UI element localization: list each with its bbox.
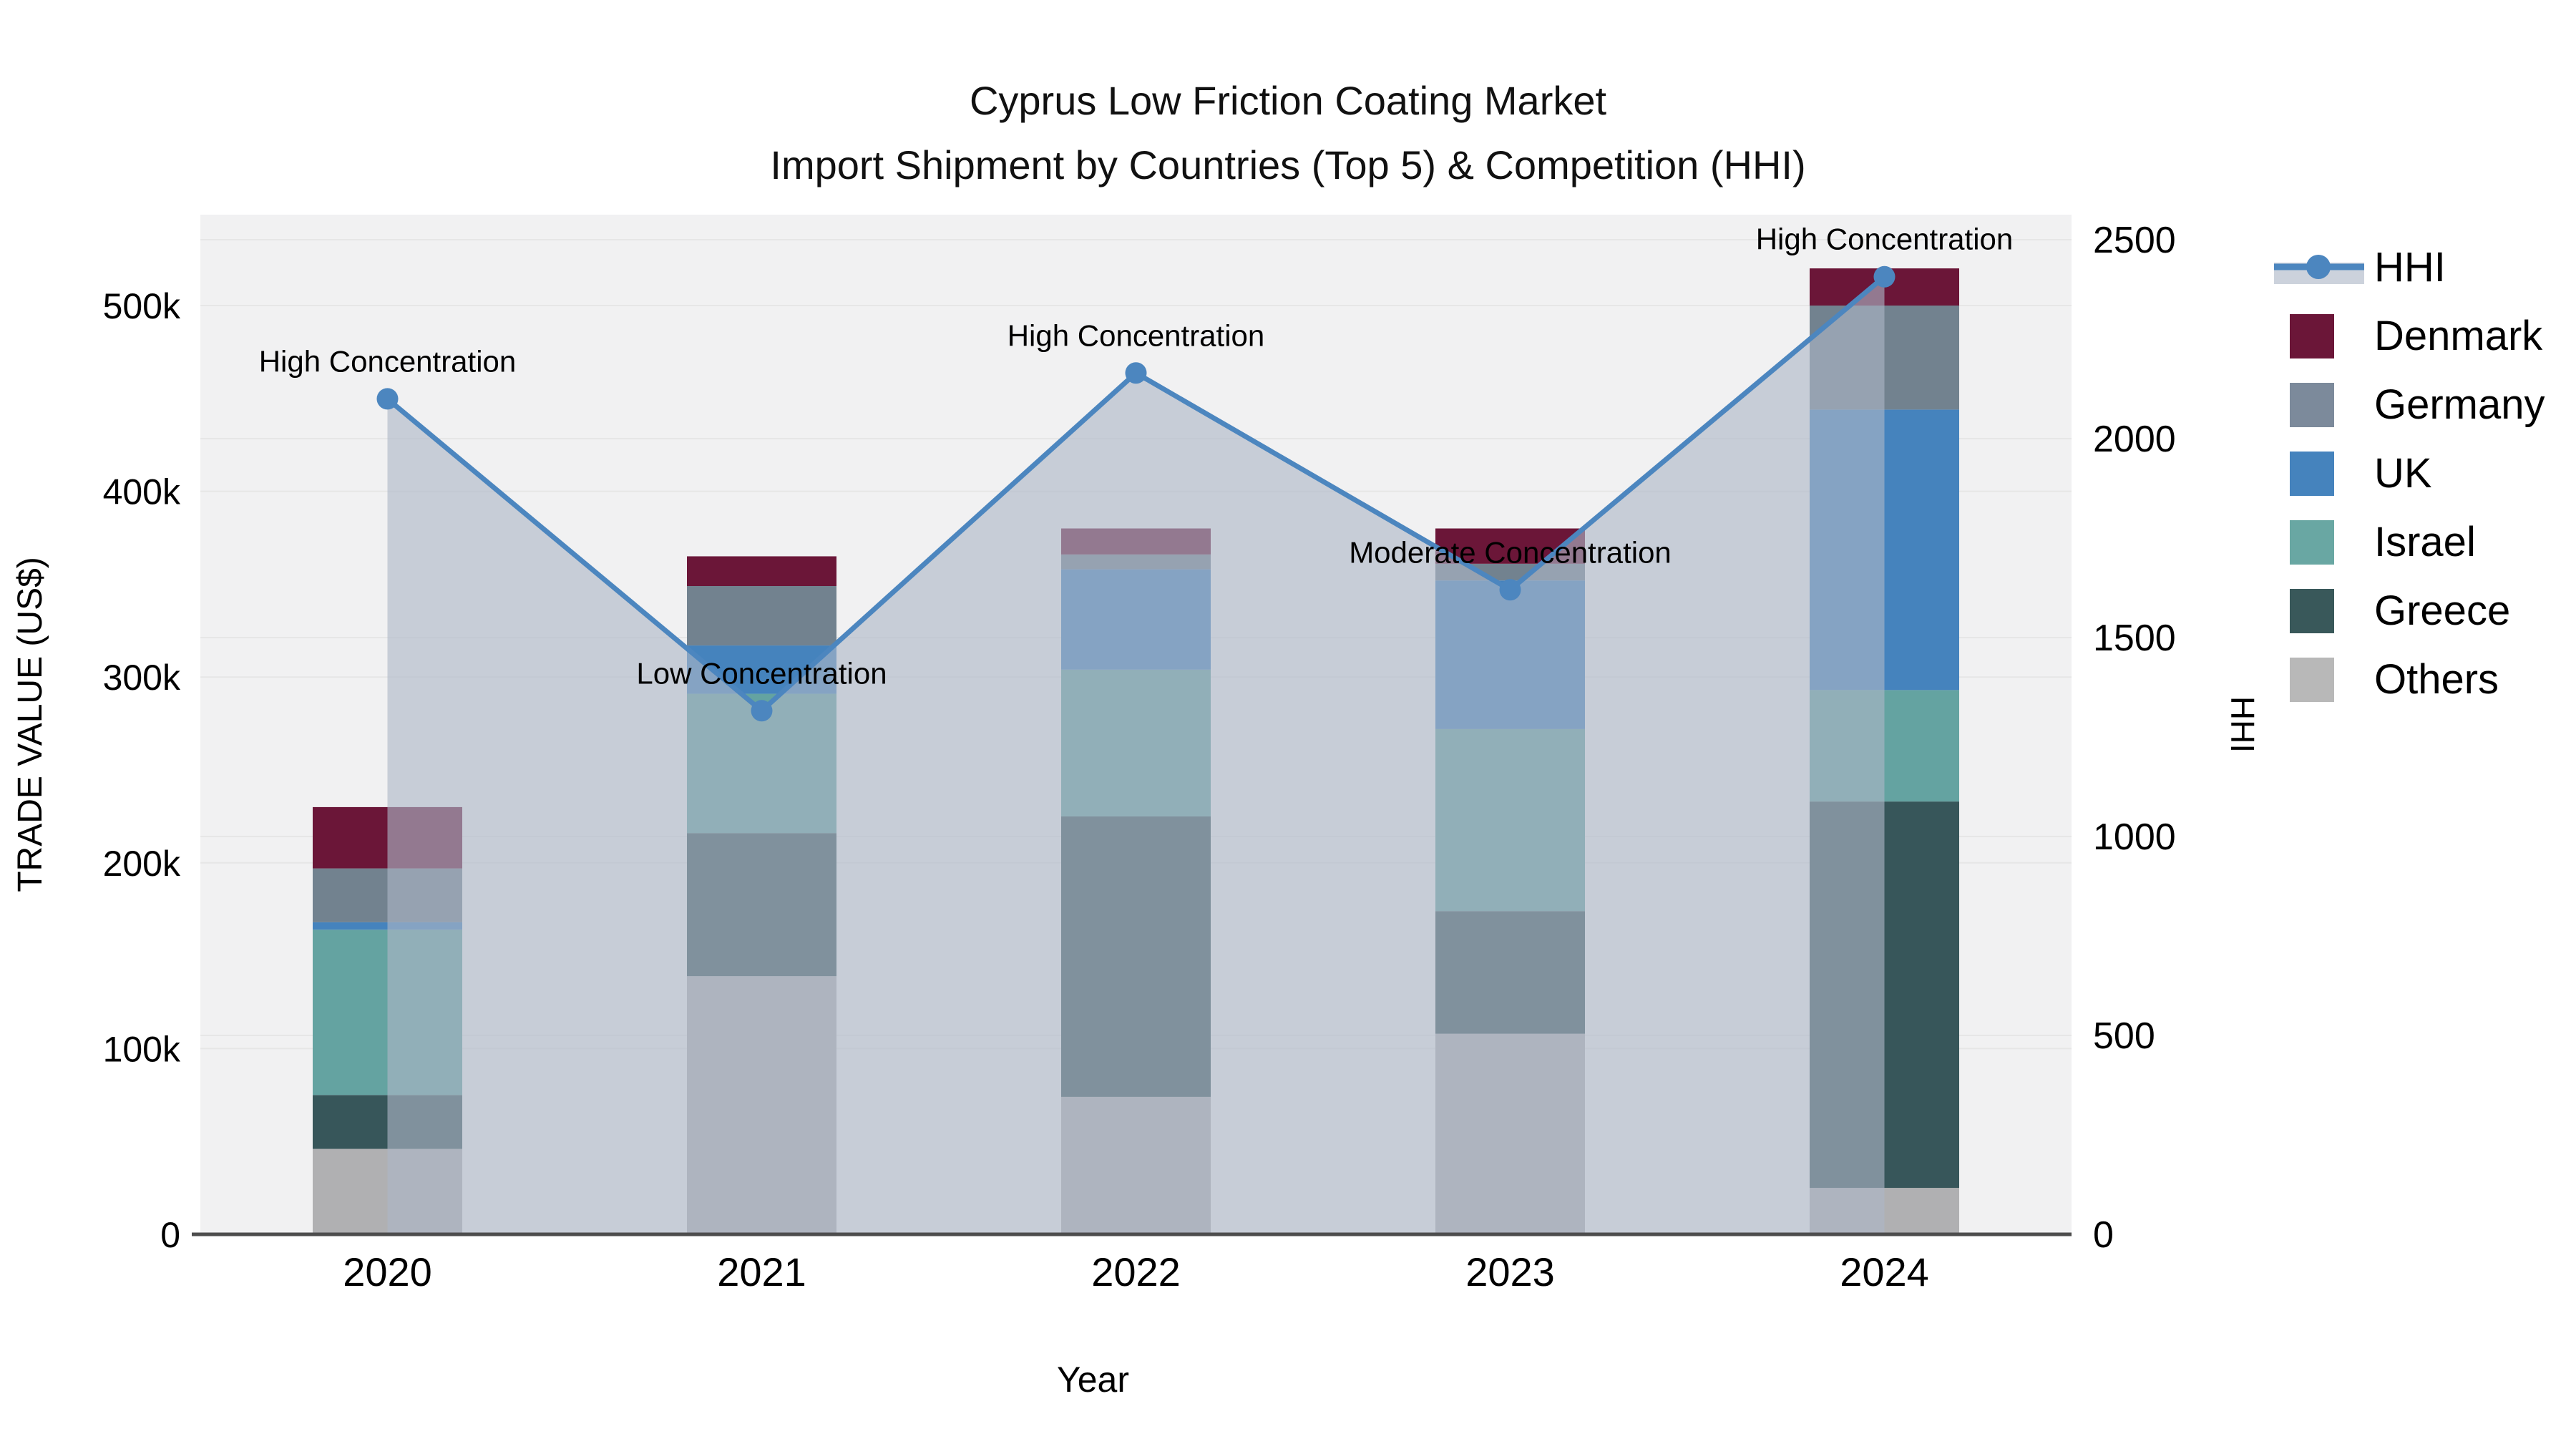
legend-swatch-germany bbox=[2290, 383, 2334, 427]
hhi-marker-2022[interactable] bbox=[1125, 362, 1147, 384]
legend-label-uk: UK bbox=[2374, 450, 2432, 497]
legend-swatch-denmark bbox=[2290, 314, 2334, 358]
legend-label-denmark: Denmark bbox=[2374, 313, 2543, 359]
legend-swatch-others bbox=[2290, 658, 2334, 702]
annotation-2021: Low Concentration bbox=[636, 656, 887, 690]
y-left-tick-500k: 500k bbox=[103, 286, 181, 326]
y-left-tick-400k: 400k bbox=[103, 472, 181, 512]
hhi-marker-2023[interactable] bbox=[1499, 579, 1521, 601]
y-left-tick-200k: 200k bbox=[103, 844, 181, 884]
y-left-tick-300k: 300k bbox=[103, 658, 181, 698]
y-right-tick-500: 500 bbox=[2093, 1015, 2155, 1057]
legend-swatch-israel bbox=[2290, 520, 2334, 565]
y-right-tick-2000: 2000 bbox=[2093, 419, 2176, 460]
bar-segment-germany-2021[interactable] bbox=[687, 585, 836, 646]
legend-label-hhi: HHI bbox=[2374, 244, 2446, 291]
hhi-area-fill bbox=[387, 276, 1885, 1234]
legend-label-others: Others bbox=[2374, 656, 2499, 703]
y-left-tick-100k: 100k bbox=[103, 1029, 181, 1069]
hhi-marker-2020[interactable] bbox=[376, 388, 399, 410]
legend-item-germany[interactable]: Germany bbox=[2290, 381, 2545, 428]
x-tick-2024: 2024 bbox=[1840, 1249, 1929, 1294]
legend-item-greece[interactable]: Greece bbox=[2290, 587, 2510, 634]
chart-title-line2: Import Shipment by Countries (Top 5) & C… bbox=[770, 142, 1806, 187]
annotation-2024: High Concentration bbox=[1756, 223, 2014, 256]
x-tick-2022: 2022 bbox=[1091, 1249, 1181, 1294]
x-tick-2023: 2023 bbox=[1465, 1249, 1555, 1294]
legend-item-uk[interactable]: UK bbox=[2290, 450, 2432, 497]
annotation-2023: Moderate Concentration bbox=[1349, 535, 1672, 569]
y-right-axis-title: HHI bbox=[2224, 696, 2261, 753]
legend-swatch-uk bbox=[2290, 452, 2334, 496]
y-right-tick-0: 0 bbox=[2093, 1214, 2114, 1256]
hhi-marker-2024[interactable] bbox=[1873, 265, 1896, 288]
chart-title: Cyprus Low Friction Coating Market Impor… bbox=[0, 69, 2576, 197]
annotation-2020: High Concentration bbox=[259, 344, 517, 378]
legend-hhi-marker-sample bbox=[2306, 255, 2331, 279]
y-right-tick-1500: 1500 bbox=[2093, 618, 2176, 659]
legend-item-israel[interactable]: Israel bbox=[2290, 519, 2476, 565]
x-axis-title: Year bbox=[1057, 1360, 1129, 1400]
chart-title-line1: Cyprus Low Friction Coating Market bbox=[969, 78, 1607, 123]
y-right-tick-2500: 2500 bbox=[2093, 220, 2176, 261]
legend-swatch-greece bbox=[2290, 589, 2334, 633]
legend-label-germany: Germany bbox=[2374, 381, 2545, 428]
legend-label-israel: Israel bbox=[2374, 519, 2476, 565]
annotation-2022: High Concentration bbox=[1008, 318, 1265, 352]
y-right-tick-1000: 1000 bbox=[2093, 816, 2176, 858]
legend-label-greece: Greece bbox=[2374, 587, 2510, 634]
x-tick-2020: 2020 bbox=[343, 1249, 432, 1294]
legend-item-hhi[interactable]: HHI bbox=[2274, 244, 2446, 291]
legend-item-others[interactable]: Others bbox=[2290, 656, 2499, 703]
legend-item-denmark[interactable]: Denmark bbox=[2290, 313, 2543, 359]
y-left-axis-title: TRADE VALUE (US$) bbox=[11, 557, 49, 892]
hhi-marker-2021[interactable] bbox=[751, 700, 773, 722]
y-left-tick-0: 0 bbox=[160, 1215, 180, 1255]
bar-segment-denmark-2021[interactable] bbox=[687, 556, 836, 586]
x-tick-2021: 2021 bbox=[717, 1249, 806, 1294]
